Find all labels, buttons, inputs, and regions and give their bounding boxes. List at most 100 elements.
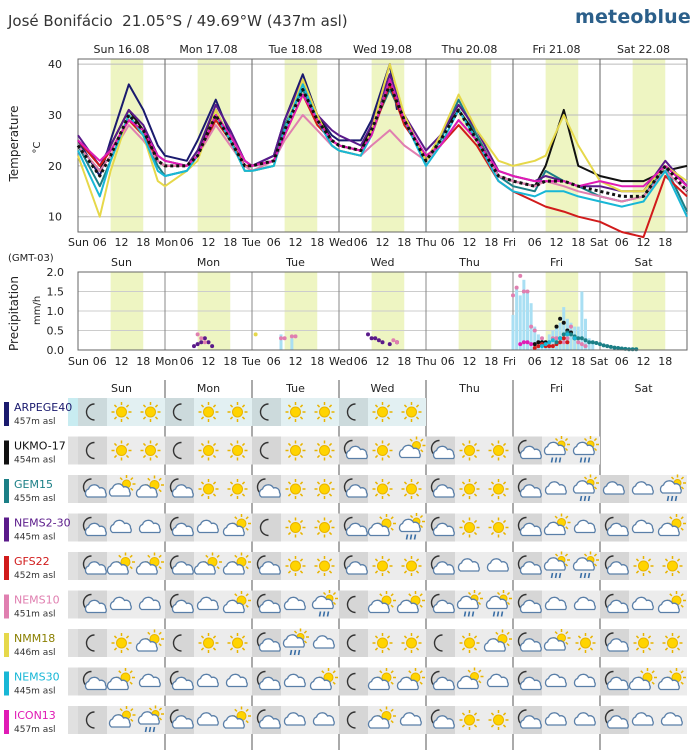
cloud-icon bbox=[631, 481, 654, 495]
sun-cloud-icon bbox=[367, 514, 396, 537]
sun-cloud-icon bbox=[367, 668, 396, 691]
y-tick-label: 2.0 bbox=[47, 266, 65, 279]
sun-cloud-icon bbox=[222, 514, 251, 537]
day-label: Wed bbox=[371, 382, 395, 395]
day-label: Fri 21.08 bbox=[532, 43, 580, 56]
daylight-band bbox=[458, 59, 492, 232]
sun-cloud-icon bbox=[222, 552, 251, 575]
precip-dot-gfs22 bbox=[561, 336, 566, 341]
sun-icon bbox=[488, 479, 509, 499]
cloud-icon bbox=[631, 596, 654, 611]
sun-icon bbox=[227, 633, 248, 653]
precip-dot-nems10 bbox=[583, 344, 588, 349]
model-name[interactable]: ICON13 bbox=[14, 709, 56, 722]
sun-icon bbox=[198, 479, 219, 499]
precip-bar bbox=[511, 314, 515, 350]
symbol-cell bbox=[339, 667, 368, 696]
precip-dot-nems10 bbox=[391, 338, 396, 343]
model-name[interactable]: NEMS2-30 bbox=[14, 517, 71, 530]
axis-day-label: Mon bbox=[155, 236, 178, 249]
moon-cloud-icon bbox=[517, 632, 542, 652]
sun-cloud-icon bbox=[135, 475, 164, 498]
axis-hour-label: 06 bbox=[615, 355, 629, 368]
cloud-icon bbox=[283, 673, 306, 688]
model-name[interactable]: ARPEGE40 bbox=[14, 401, 72, 414]
axis-hour-label: 12 bbox=[637, 236, 651, 249]
axis-hour-label: 18 bbox=[571, 355, 585, 368]
precip-dot-nems10 bbox=[540, 336, 544, 341]
sun-icon bbox=[314, 402, 335, 422]
moon-icon bbox=[259, 441, 269, 460]
precip-dot-gem15 bbox=[583, 338, 588, 343]
model-name[interactable]: UKMO-17 bbox=[14, 440, 66, 453]
sun-icon bbox=[372, 556, 393, 576]
day-label: Tue bbox=[285, 256, 305, 269]
sun-icon bbox=[459, 517, 480, 538]
model-name[interactable]: GEM15 bbox=[14, 478, 53, 491]
precip-dot-nems2-30 bbox=[206, 340, 211, 345]
cloud-icon bbox=[399, 712, 422, 726]
moon-cloud-icon bbox=[604, 670, 629, 691]
day-label: Sun bbox=[111, 256, 132, 269]
model-color-swatch bbox=[4, 479, 9, 503]
cloud-icon bbox=[312, 712, 335, 726]
sun-icon bbox=[285, 517, 306, 538]
model-name[interactable]: NEMS10 bbox=[14, 594, 60, 607]
precip-dot-gfs22 bbox=[565, 340, 570, 345]
sun-icon bbox=[314, 479, 335, 499]
rain-icon bbox=[659, 474, 686, 502]
symbol-cell bbox=[252, 398, 281, 426]
axis-hour-label: 18 bbox=[658, 355, 672, 368]
sun-icon bbox=[459, 440, 480, 461]
model-color-swatch bbox=[4, 710, 9, 734]
moon-cloud-icon bbox=[604, 516, 629, 537]
moon-icon bbox=[85, 441, 95, 460]
cloud-icon bbox=[138, 673, 161, 688]
sun-icon bbox=[488, 517, 509, 538]
plot-frame bbox=[77, 271, 688, 351]
axis-hour-label: 18 bbox=[484, 355, 498, 368]
precip-bar bbox=[279, 334, 283, 350]
model-name[interactable]: NEMS30 bbox=[14, 671, 60, 684]
moon-cloud-icon bbox=[82, 516, 107, 537]
brand-logo[interactable]: meteoblue bbox=[574, 6, 691, 28]
model-name[interactable]: GFS22 bbox=[14, 555, 50, 568]
precip-bar bbox=[533, 326, 537, 350]
axis-hour-label: 12 bbox=[550, 355, 564, 368]
axis-hour-label: 06 bbox=[441, 236, 455, 249]
precip-dot-gem15 bbox=[576, 336, 581, 341]
axis-hour-label: 18 bbox=[223, 236, 237, 249]
sun-icon bbox=[488, 440, 509, 461]
sun-icon bbox=[488, 710, 509, 730]
moon-cloud-icon bbox=[604, 555, 629, 575]
precip-dot-gem15 bbox=[619, 346, 624, 351]
precip-bar bbox=[290, 338, 294, 350]
sun-icon bbox=[285, 440, 306, 461]
rain-icon bbox=[311, 590, 338, 617]
precip-dot-gem15 bbox=[554, 340, 559, 345]
page-title: José Bonifácio 21.05°S / 49.69°W (437m a… bbox=[8, 12, 348, 30]
precip-dot-gem15 bbox=[561, 332, 566, 337]
model-row: ARPEGE40 457m asl bbox=[4, 398, 426, 427]
precip-dot-nems10 bbox=[565, 336, 570, 341]
symbol-cell bbox=[426, 629, 455, 657]
sun-icon bbox=[459, 710, 480, 730]
precip-dot-nems2-30 bbox=[380, 340, 385, 345]
symbol-cell bbox=[252, 513, 281, 542]
axis-hour-label: 06 bbox=[93, 355, 107, 368]
precip-dot-nems10 bbox=[529, 324, 534, 329]
precip-dot-nems2-30 bbox=[376, 338, 381, 343]
precip-dot-nems2-30 bbox=[195, 342, 200, 347]
rain-icon bbox=[485, 590, 512, 617]
precip-dot-nems10 bbox=[525, 289, 530, 294]
axis-day-label: Mon bbox=[155, 355, 178, 368]
moon-cloud-icon bbox=[82, 670, 107, 691]
precip-dot-nems30 bbox=[572, 336, 577, 341]
symbol-cell bbox=[78, 706, 107, 734]
precip-dot-nems2-30 bbox=[192, 344, 196, 349]
axis-hour-label: 18 bbox=[136, 236, 150, 249]
axis-hour-label: 18 bbox=[397, 236, 411, 249]
axis-hour-label: 18 bbox=[571, 236, 585, 249]
moon-cloud-icon bbox=[256, 593, 281, 614]
model-name[interactable]: NMM18 bbox=[14, 632, 55, 645]
